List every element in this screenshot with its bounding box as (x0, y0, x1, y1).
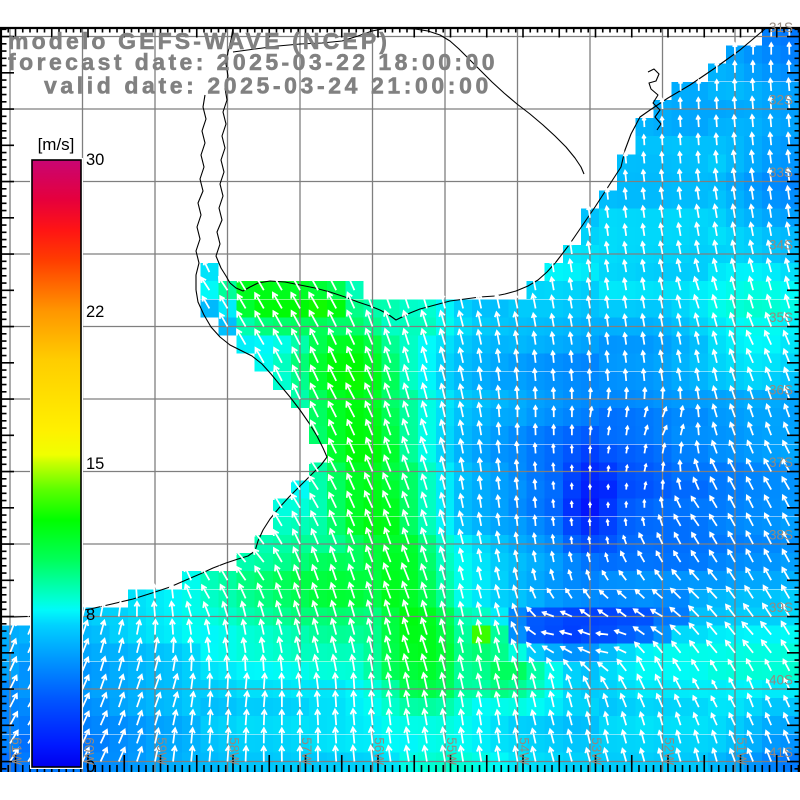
svg-text:41S: 41S (769, 745, 793, 760)
svg-text:57W: 57W (299, 737, 314, 765)
svg-text:58W: 58W (227, 737, 242, 765)
svg-text:54W: 54W (517, 737, 532, 765)
svg-text:8: 8 (86, 606, 95, 624)
svg-text:modelo GEFS-WAVE (NCEP): modelo GEFS-WAVE (NCEP) (8, 28, 390, 54)
svg-text:61W: 61W (9, 737, 24, 765)
svg-text:53W: 53W (589, 737, 604, 765)
svg-text:52W: 52W (662, 737, 677, 765)
svg-text:forecast date: 2025-03-22 18:0: forecast date: 2025-03-22 18:00:00 (8, 49, 498, 75)
svg-text:valid date: 2025-03-24 21:00:0: valid date: 2025-03-24 21:00:00 (44, 73, 492, 99)
svg-text:55W: 55W (444, 737, 459, 765)
svg-text:34S: 34S (769, 238, 793, 253)
svg-text:22: 22 (86, 303, 104, 321)
svg-text:15: 15 (86, 455, 104, 473)
svg-text:31S: 31S (769, 20, 793, 35)
svg-text:35S: 35S (769, 310, 793, 325)
svg-text:[m/s]: [m/s] (38, 135, 75, 154)
svg-text:56W: 56W (372, 737, 387, 765)
svg-text:0: 0 (86, 758, 95, 776)
svg-text:40S: 40S (769, 673, 793, 688)
svg-text:32S: 32S (769, 93, 793, 108)
svg-text:30: 30 (86, 151, 104, 169)
svg-text:39S: 39S (769, 600, 793, 615)
svg-text:36S: 36S (769, 383, 793, 398)
svg-text:59W: 59W (154, 737, 169, 765)
svg-text:38S: 38S (769, 528, 793, 543)
svg-text:37S: 37S (769, 455, 793, 470)
svg-text:51W: 51W (734, 737, 749, 765)
svg-text:33S: 33S (769, 165, 793, 180)
svg-text:60W: 60W (82, 737, 97, 765)
